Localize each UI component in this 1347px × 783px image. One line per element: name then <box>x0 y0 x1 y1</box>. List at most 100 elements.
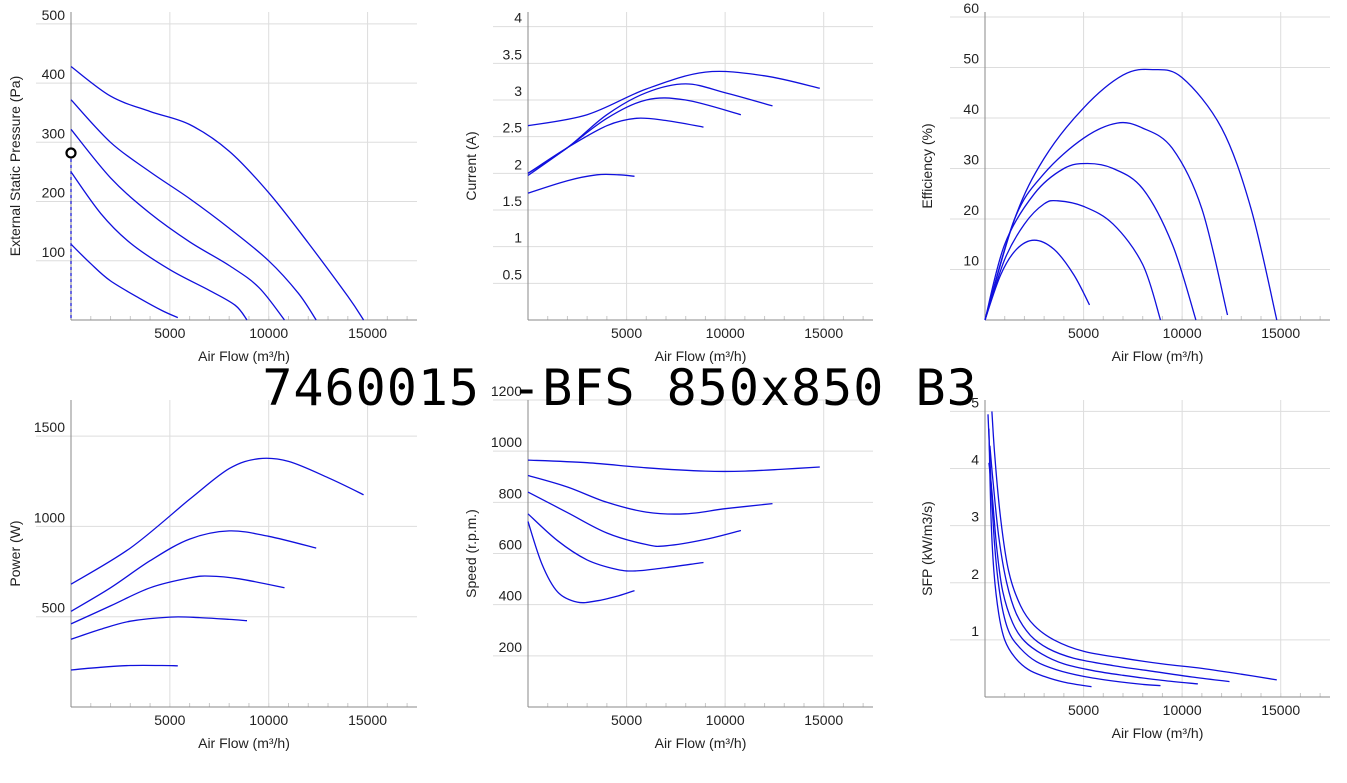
y-tick-label: 1000 <box>34 509 65 525</box>
chart-panel-4: 500 1000 1500 5000 10000 15000 Air Flow (m³/h)… <box>7 400 417 751</box>
y-tick-label: 1200 <box>491 383 522 399</box>
series-line-2 <box>989 445 1230 683</box>
y-axis-title: Current (A) <box>463 131 479 200</box>
y-tick-label: 4 <box>971 452 979 468</box>
y-tick-label: 2.5 <box>503 120 523 136</box>
series-line-4 <box>984 199 1162 321</box>
series-line-4 <box>527 117 704 174</box>
y-tick-label: 100 <box>42 244 66 260</box>
y-tick-label: 2 <box>514 156 522 172</box>
series-line-1 <box>984 68 1278 321</box>
x-tick-label: 5000 <box>1068 325 1099 341</box>
series-line-3 <box>70 128 286 321</box>
series-line-1 <box>527 459 820 473</box>
series-line-3 <box>70 575 285 625</box>
y-axis-title: SFP (kW/m3/s) <box>919 501 935 596</box>
x-tick-label: 5000 <box>611 712 642 728</box>
x-tick-label: 5000 <box>154 325 185 341</box>
series-line-5 <box>70 664 178 671</box>
chart-panel-6: 1 2 3 4 5 5000 10000 15000 Air Flow (m³/h) SFP (k… <box>919 394 1330 741</box>
y-tick-label: 3 <box>971 509 979 525</box>
series-line-3 <box>988 462 1198 685</box>
y-tick-label: 4 <box>514 10 522 26</box>
series-line-5 <box>70 243 179 319</box>
x-axis-title: Air Flow (m³/h) <box>655 735 747 751</box>
y-tick-label: 1 <box>971 623 979 639</box>
y-tick-label: 200 <box>42 185 66 201</box>
y-tick-label: 2 <box>971 566 979 582</box>
x-tick-label: 15000 <box>348 712 387 728</box>
series-line-2 <box>527 474 773 515</box>
y-tick-label: 1 <box>514 230 522 246</box>
x-tick-label: 10000 <box>249 712 288 728</box>
operating-point-marker[interactable] <box>65 147 77 159</box>
x-tick-label: 5000 <box>154 712 185 728</box>
x-axis-title: Air Flow (m³/h) <box>198 735 290 751</box>
series-line-1 <box>70 65 365 321</box>
x-tick-label: 15000 <box>804 325 843 341</box>
y-tick-label: 3 <box>514 83 522 99</box>
x-tick-label: 15000 <box>1261 702 1300 718</box>
y-tick-label: 5 <box>971 394 979 410</box>
y-tick-label: 500 <box>42 7 66 23</box>
chart-panel-5: 200 400 600 800 1000 1200 5000 10000 15000 Air Fl… <box>463 383 873 751</box>
x-axis-title: Air Flow (m³/h) <box>1112 348 1204 364</box>
x-tick-label: 10000 <box>706 712 745 728</box>
x-tick-label: 5000 <box>611 325 642 341</box>
chart-panel-1: 100 200 300 400 500 5000 10000 15000 Air Flow (m… <box>7 7 417 364</box>
x-tick-label: 10000 <box>1163 702 1202 718</box>
series-line-3 <box>527 491 742 548</box>
series-line-2 <box>70 99 317 321</box>
series-line-4 <box>527 513 704 572</box>
series-line-4 <box>987 414 1161 687</box>
series-line-1 <box>991 411 1277 681</box>
y-tick-label: 40 <box>963 101 979 117</box>
y-tick-label: 600 <box>499 537 523 553</box>
y-tick-label: 60 <box>963 0 979 16</box>
y-tick-label: 10 <box>963 253 979 269</box>
y-tick-label: 500 <box>42 600 66 616</box>
series-line-4 <box>70 171 248 321</box>
x-tick-label: 5000 <box>1068 702 1099 718</box>
x-axis-title: Air Flow (m³/h) <box>655 348 747 364</box>
y-tick-label: 3.5 <box>503 46 523 62</box>
x-axis-title: Air Flow (m³/h) <box>198 348 290 364</box>
series-line-2 <box>984 121 1229 321</box>
series-line-3 <box>984 162 1197 321</box>
series-line-4 <box>70 616 248 640</box>
y-tick-label: 800 <box>499 485 523 501</box>
y-tick-label: 1000 <box>491 434 522 450</box>
series-line-1 <box>527 70 820 127</box>
x-axis-title: Air Flow (m³/h) <box>1112 725 1204 741</box>
y-axis-title: External Static Pressure (Pa) <box>7 76 23 257</box>
y-tick-label: 200 <box>499 639 523 655</box>
x-tick-label: 15000 <box>348 325 387 341</box>
x-tick-label: 10000 <box>706 325 745 341</box>
series-line-2 <box>527 83 773 174</box>
y-tick-label: 0.5 <box>503 266 523 282</box>
chart-panel-3: 10 20 30 40 50 60 5000 10000 15000 Air Flow (m³/h… <box>919 0 1330 364</box>
y-tick-label: 400 <box>499 588 523 604</box>
y-tick-label: 1.5 <box>503 193 523 209</box>
y-axis-title: Efficiency (%) <box>919 123 935 208</box>
y-tick-label: 300 <box>42 125 66 141</box>
y-axis-title: Power (W) <box>7 520 23 586</box>
x-tick-label: 10000 <box>1163 325 1202 341</box>
series-line-1 <box>70 457 364 585</box>
y-tick-label: 1500 <box>34 419 65 435</box>
series-line-5 <box>988 428 1092 688</box>
series-line-2 <box>70 530 317 612</box>
y-tick-label: 50 <box>963 51 979 67</box>
y-axis-title: Speed (r.p.m.) <box>463 509 479 598</box>
x-tick-label: 15000 <box>1261 325 1300 341</box>
chart-panel-2: 0.5 1 1.5 2 2.5 3 3.5 4 5000 10000 15000 Air Flow (… <box>463 10 873 364</box>
series-line-5 <box>527 521 635 604</box>
x-tick-label: 10000 <box>249 325 288 341</box>
y-tick-label: 400 <box>42 66 66 82</box>
x-tick-label: 15000 <box>804 712 843 728</box>
y-tick-label: 30 <box>963 152 979 168</box>
series-line-5 <box>527 173 635 194</box>
page-title: 7460015 -BFS 850x850 B3 <box>262 359 978 417</box>
series-line-5 <box>984 239 1091 321</box>
